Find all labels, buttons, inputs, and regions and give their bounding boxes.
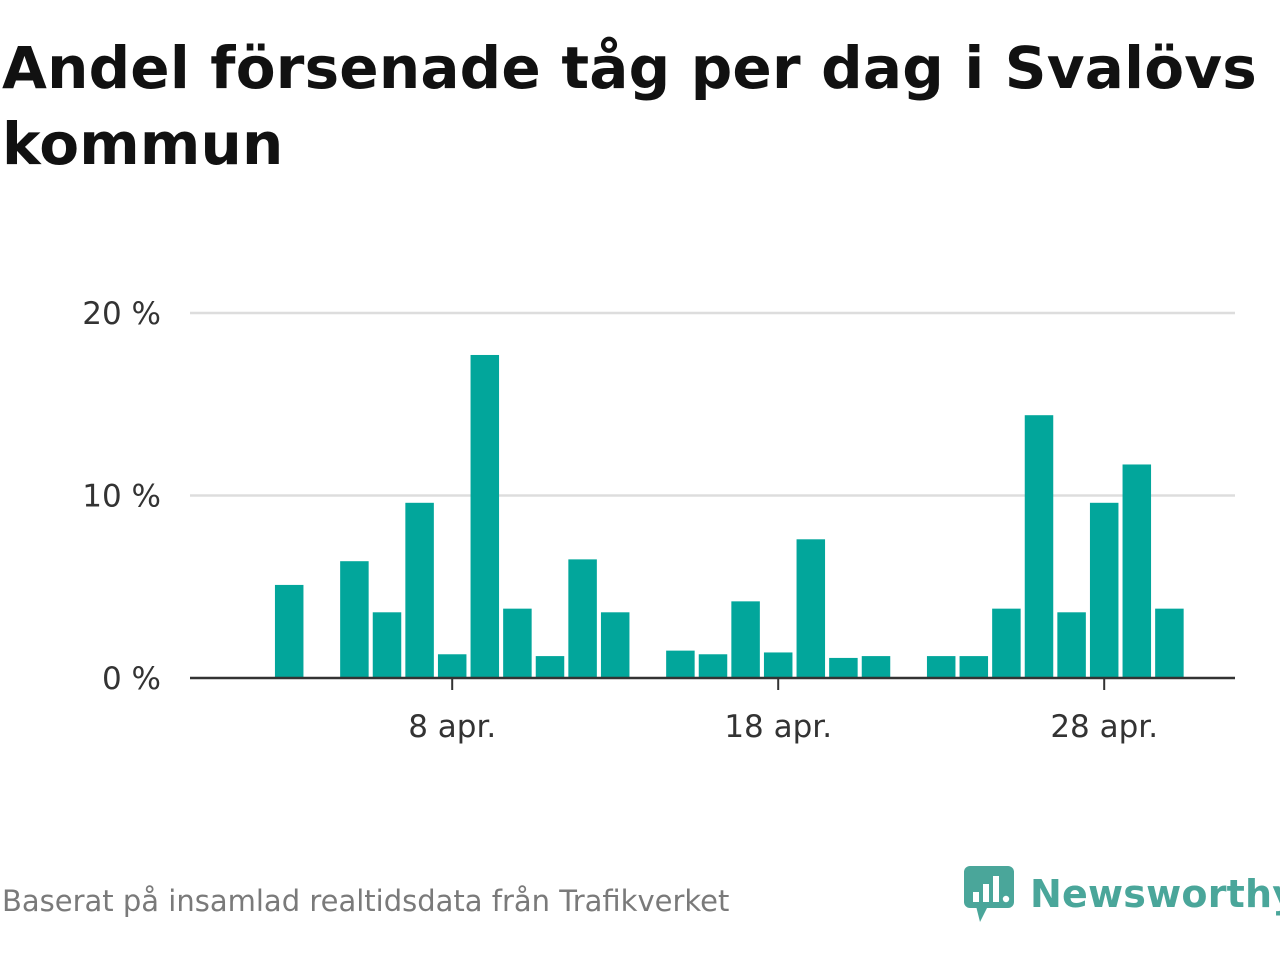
x-tick-label: 28 apr. xyxy=(1050,709,1158,745)
bar-apr-20 xyxy=(829,657,858,678)
bar-apr-21 xyxy=(861,656,891,678)
x-tick-label: 18 apr. xyxy=(724,709,832,745)
x-tick-label: 8 apr. xyxy=(408,709,496,745)
bar-apr-19 xyxy=(796,539,826,678)
bar-apr-28 xyxy=(1089,502,1119,678)
bar-apr-7 xyxy=(405,502,434,678)
bar-apr-27 xyxy=(1057,612,1086,678)
x-axis-ticks: 8 apr. 18 apr. 28 apr. xyxy=(190,676,1235,745)
brand-name: Newsworthy xyxy=(1030,872,1280,916)
bar-apr-3 xyxy=(274,584,304,678)
bar-apr-18 xyxy=(763,652,793,678)
bar-apr-5 xyxy=(340,561,369,678)
gridlines xyxy=(190,311,1235,497)
bar-apr-13 xyxy=(600,612,630,678)
bar-apr-12 xyxy=(568,559,597,678)
y-axis-ticks: 0 % 10 % 20 % xyxy=(82,296,161,697)
brand-logo: Newsworthy xyxy=(962,862,1280,926)
bar-apr-9 xyxy=(470,354,500,678)
bar-apr-6 xyxy=(372,612,402,678)
bar-chart-speech-bubble-icon xyxy=(964,866,1014,922)
bar-apr-15 xyxy=(666,650,695,678)
bar-apr-11 xyxy=(535,656,565,678)
bar-apr-10 xyxy=(503,608,532,678)
bar-apr-16 xyxy=(698,654,728,678)
bar-apr-8 xyxy=(437,654,467,678)
bar-apr-26 xyxy=(1024,415,1054,678)
page-title: Andel försenade tåg per dag i Svalövs ko… xyxy=(2,34,1257,178)
source-note: Baserat på insamlad realtidsdata från Tr… xyxy=(2,884,730,918)
bar-apr-29 xyxy=(1122,464,1152,678)
bar-apr-24 xyxy=(959,656,989,678)
y-tick-label: 20 % xyxy=(82,296,161,332)
bar-apr-23 xyxy=(926,656,956,678)
bar-apr-30 xyxy=(1155,608,1184,678)
bars xyxy=(274,354,1184,678)
y-tick-label: 10 % xyxy=(82,479,161,515)
bar-apr-17 xyxy=(731,601,760,678)
y-tick-label: 0 % xyxy=(102,661,161,697)
bar-apr-25 xyxy=(992,608,1021,678)
